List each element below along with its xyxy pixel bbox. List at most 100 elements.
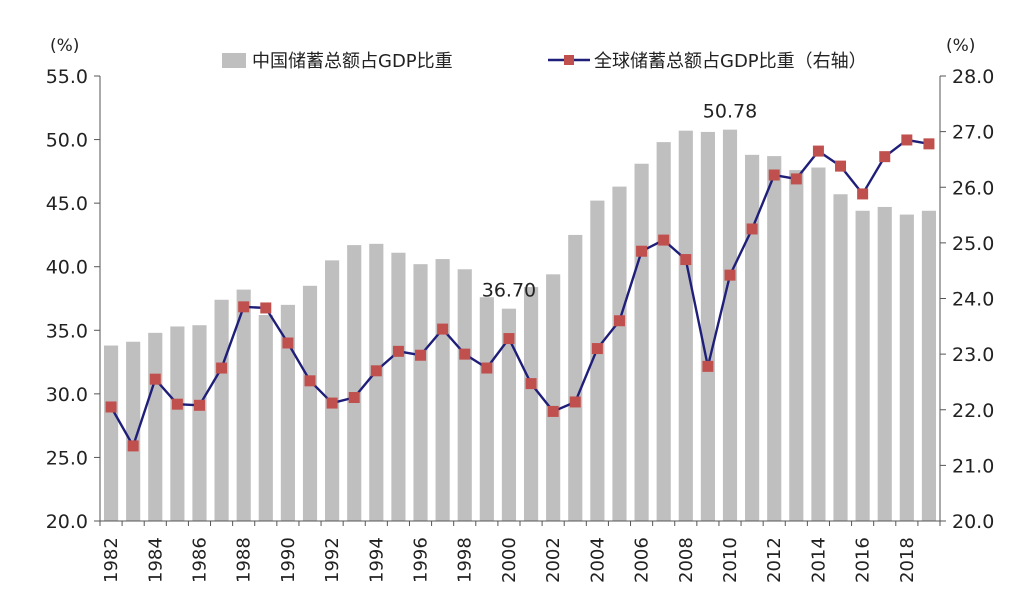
bar-2014 xyxy=(811,167,826,522)
line-point-1999 xyxy=(481,362,493,374)
bar-2019 xyxy=(921,210,937,521)
right-tick-label: 27.0 xyxy=(952,122,994,144)
line-point-2016 xyxy=(857,188,869,200)
left-tick-label: 20.0 xyxy=(46,511,88,533)
right-tick-label: 21.0 xyxy=(952,455,994,477)
line-point-2005 xyxy=(613,315,625,327)
x-tick-label: 2010 xyxy=(720,537,741,583)
line-point-2006 xyxy=(636,245,648,257)
line-point-2019 xyxy=(923,138,935,150)
x-tick-label: 1998 xyxy=(455,537,476,583)
line-point-2000 xyxy=(503,333,515,345)
line-point-2015 xyxy=(835,160,847,172)
left-tick-label: 55.0 xyxy=(46,66,88,88)
left-tick-label: 35.0 xyxy=(46,320,88,342)
bar-2008 xyxy=(678,130,693,522)
bar-1994 xyxy=(369,243,384,521)
line-point-2012 xyxy=(768,169,780,181)
bar-1988 xyxy=(236,289,251,521)
line-point-1988 xyxy=(238,301,250,313)
x-tick-label: 2018 xyxy=(897,537,918,583)
line-point-1991 xyxy=(304,375,316,387)
left-axis-unit: (%) xyxy=(50,36,79,56)
legend-label-global: 全球储蓄总额占GDP比重（右轴） xyxy=(594,51,867,72)
x-tick-label: 2002 xyxy=(543,537,564,583)
x-tick-label: 2004 xyxy=(587,537,608,583)
line-point-2001 xyxy=(525,378,537,390)
line-point-2009 xyxy=(702,360,714,372)
bar-1993 xyxy=(347,245,362,521)
line-point-2013 xyxy=(790,173,802,185)
line-point-2003 xyxy=(569,396,581,408)
bar-2016 xyxy=(855,210,870,521)
x-tick-label: 1982 xyxy=(101,537,122,583)
right-tick-label: 26.0 xyxy=(952,177,994,199)
x-tick-label: 2000 xyxy=(499,537,520,583)
bar-2000 xyxy=(501,308,517,521)
line-point-2002 xyxy=(547,405,559,417)
right-tick-label: 25.0 xyxy=(952,233,994,255)
bar-1992 xyxy=(325,260,340,521)
legend-label-china: 中国储蓄总额占GDP比重 xyxy=(252,51,453,72)
line-point-2018 xyxy=(901,134,913,146)
bars-layer xyxy=(103,129,937,522)
bar-2007 xyxy=(656,142,671,522)
bar-2015 xyxy=(833,194,848,522)
annotation-label: 36.70 xyxy=(482,280,536,302)
x-tick-label: 1984 xyxy=(145,537,166,583)
bar-1991 xyxy=(302,285,318,521)
bar-2017 xyxy=(877,206,892,521)
bar-1983 xyxy=(126,341,141,521)
x-tick-label: 1994 xyxy=(366,537,387,583)
left-tick-label: 30.0 xyxy=(46,384,88,406)
line-point-1993 xyxy=(348,392,360,404)
line-point-1992 xyxy=(326,397,338,409)
x-tick-label: 1986 xyxy=(189,537,210,583)
bar-2018 xyxy=(899,214,914,521)
left-tick-label: 40.0 xyxy=(46,257,88,279)
bar-1985 xyxy=(170,326,185,521)
axes-layer: 20.0 25.0 30.0 35.0 40.0 45.0 50.0 55.0 20.0 21.0… xyxy=(46,36,995,583)
bar-1998 xyxy=(457,269,472,521)
x-tick-label: 1992 xyxy=(322,537,343,583)
bar-2001 xyxy=(523,287,539,521)
line-point-1997 xyxy=(437,323,449,335)
x-tick-label: 1990 xyxy=(278,537,299,583)
line-point-2017 xyxy=(879,151,891,163)
right-tick-label: 28.0 xyxy=(952,66,994,88)
bar-1989 xyxy=(258,315,273,521)
x-tick-label: 2016 xyxy=(853,537,874,583)
labels-layer: 36.70 50.78 xyxy=(482,101,757,302)
line-point-1996 xyxy=(415,349,427,361)
x-tick-label: 2012 xyxy=(764,537,785,583)
bar-1982 xyxy=(103,345,119,521)
x-tick-label: 2006 xyxy=(632,537,653,583)
line-layer xyxy=(105,134,935,452)
bar-1997 xyxy=(435,259,450,521)
bar-2010 xyxy=(722,129,738,521)
line-point-1987 xyxy=(216,362,228,374)
right-tick-label: 24.0 xyxy=(952,289,994,311)
bar-2003 xyxy=(568,234,583,521)
x-tick-label: 2014 xyxy=(808,537,829,583)
left-tick-label: 50.0 xyxy=(46,130,88,152)
right-tick-label: 23.0 xyxy=(952,344,994,366)
left-tick-label: 45.0 xyxy=(46,193,88,215)
annotation-label: 50.78 xyxy=(703,101,757,123)
bar-1999 xyxy=(479,297,494,521)
x-tick-label: 2008 xyxy=(676,537,697,583)
bar-1987 xyxy=(214,299,229,521)
bar-2012 xyxy=(767,156,782,521)
legend-swatch-marker xyxy=(564,55,574,65)
right-tick-label: 22.0 xyxy=(952,400,994,422)
bar-2011 xyxy=(745,154,760,521)
line-point-2004 xyxy=(591,343,603,355)
line-point-1998 xyxy=(459,348,471,360)
x-tick-label: 1996 xyxy=(411,537,432,583)
bar-1995 xyxy=(391,252,406,522)
line-point-2010 xyxy=(724,269,736,281)
bar-2009 xyxy=(700,131,715,521)
line-point-1985 xyxy=(171,398,183,410)
line-point-1983 xyxy=(127,440,139,452)
